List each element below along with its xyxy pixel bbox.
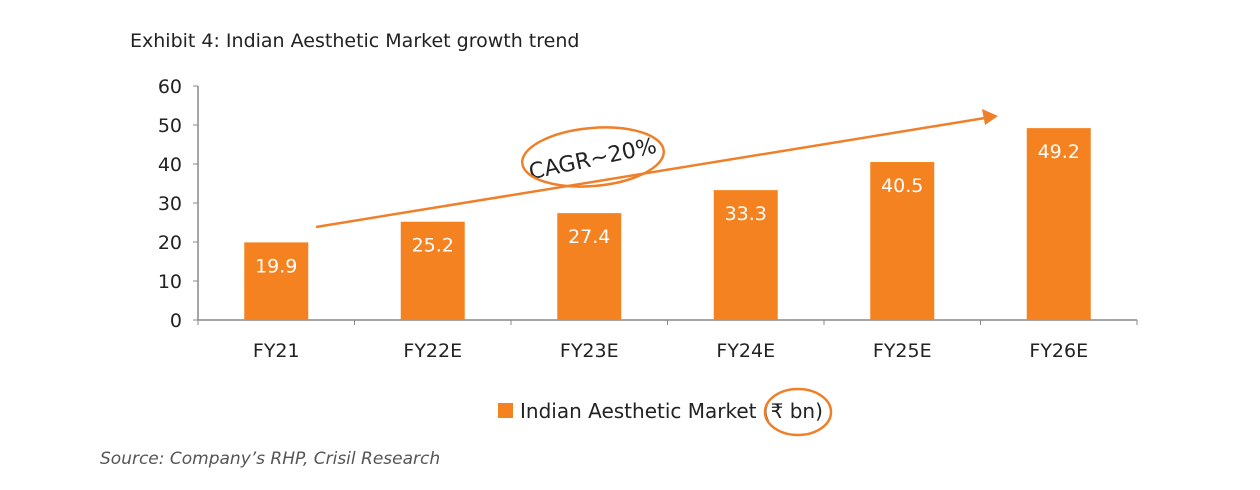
- data-label: 49.2: [1038, 141, 1080, 163]
- x-tick-label: FY25E: [873, 340, 932, 362]
- annotation-circle: [520, 126, 666, 188]
- bar: [557, 213, 622, 320]
- data-label: 25.2: [412, 235, 454, 257]
- bar: [400, 221, 465, 320]
- data-label: 27.4: [568, 226, 610, 248]
- y-tick-label: 40: [158, 154, 182, 176]
- x-tick-label: FY26E: [1029, 340, 1088, 362]
- trend-arrow-line: [315, 116, 986, 229]
- data-label: 33.3: [725, 203, 767, 225]
- source-note: Source: Company’s RHP, Crisil Research: [100, 449, 441, 469]
- data-label: 40.5: [881, 175, 923, 197]
- cagr-annotation: CAGR~20%: [527, 134, 659, 185]
- bar: [1026, 128, 1091, 320]
- y-tick-label: 10: [158, 271, 182, 293]
- legend-label: Indian Aesthetic Market (₹ bn): [520, 399, 823, 423]
- y-tick-label: 20: [158, 232, 182, 254]
- x-tick-label: FY22E: [403, 340, 462, 362]
- y-tick-label: 0: [170, 310, 182, 332]
- bar: [244, 242, 309, 320]
- legend-swatch: [498, 403, 513, 418]
- data-label: 19.9: [255, 255, 297, 277]
- bar: [713, 190, 778, 320]
- y-tick-label: 50: [158, 115, 182, 137]
- x-tick-label: FY21: [253, 340, 300, 362]
- bar: [870, 162, 935, 320]
- chart-title: Exhibit 4: Indian Aesthetic Market growt…: [130, 30, 580, 52]
- x-tick-label: FY23E: [560, 340, 619, 362]
- y-tick-label: 30: [158, 193, 182, 215]
- x-tick-label: FY24E: [716, 340, 775, 362]
- y-tick-label: 60: [158, 76, 182, 98]
- arrow-head-icon: [982, 109, 998, 125]
- unit-highlight-circle: [763, 387, 833, 437]
